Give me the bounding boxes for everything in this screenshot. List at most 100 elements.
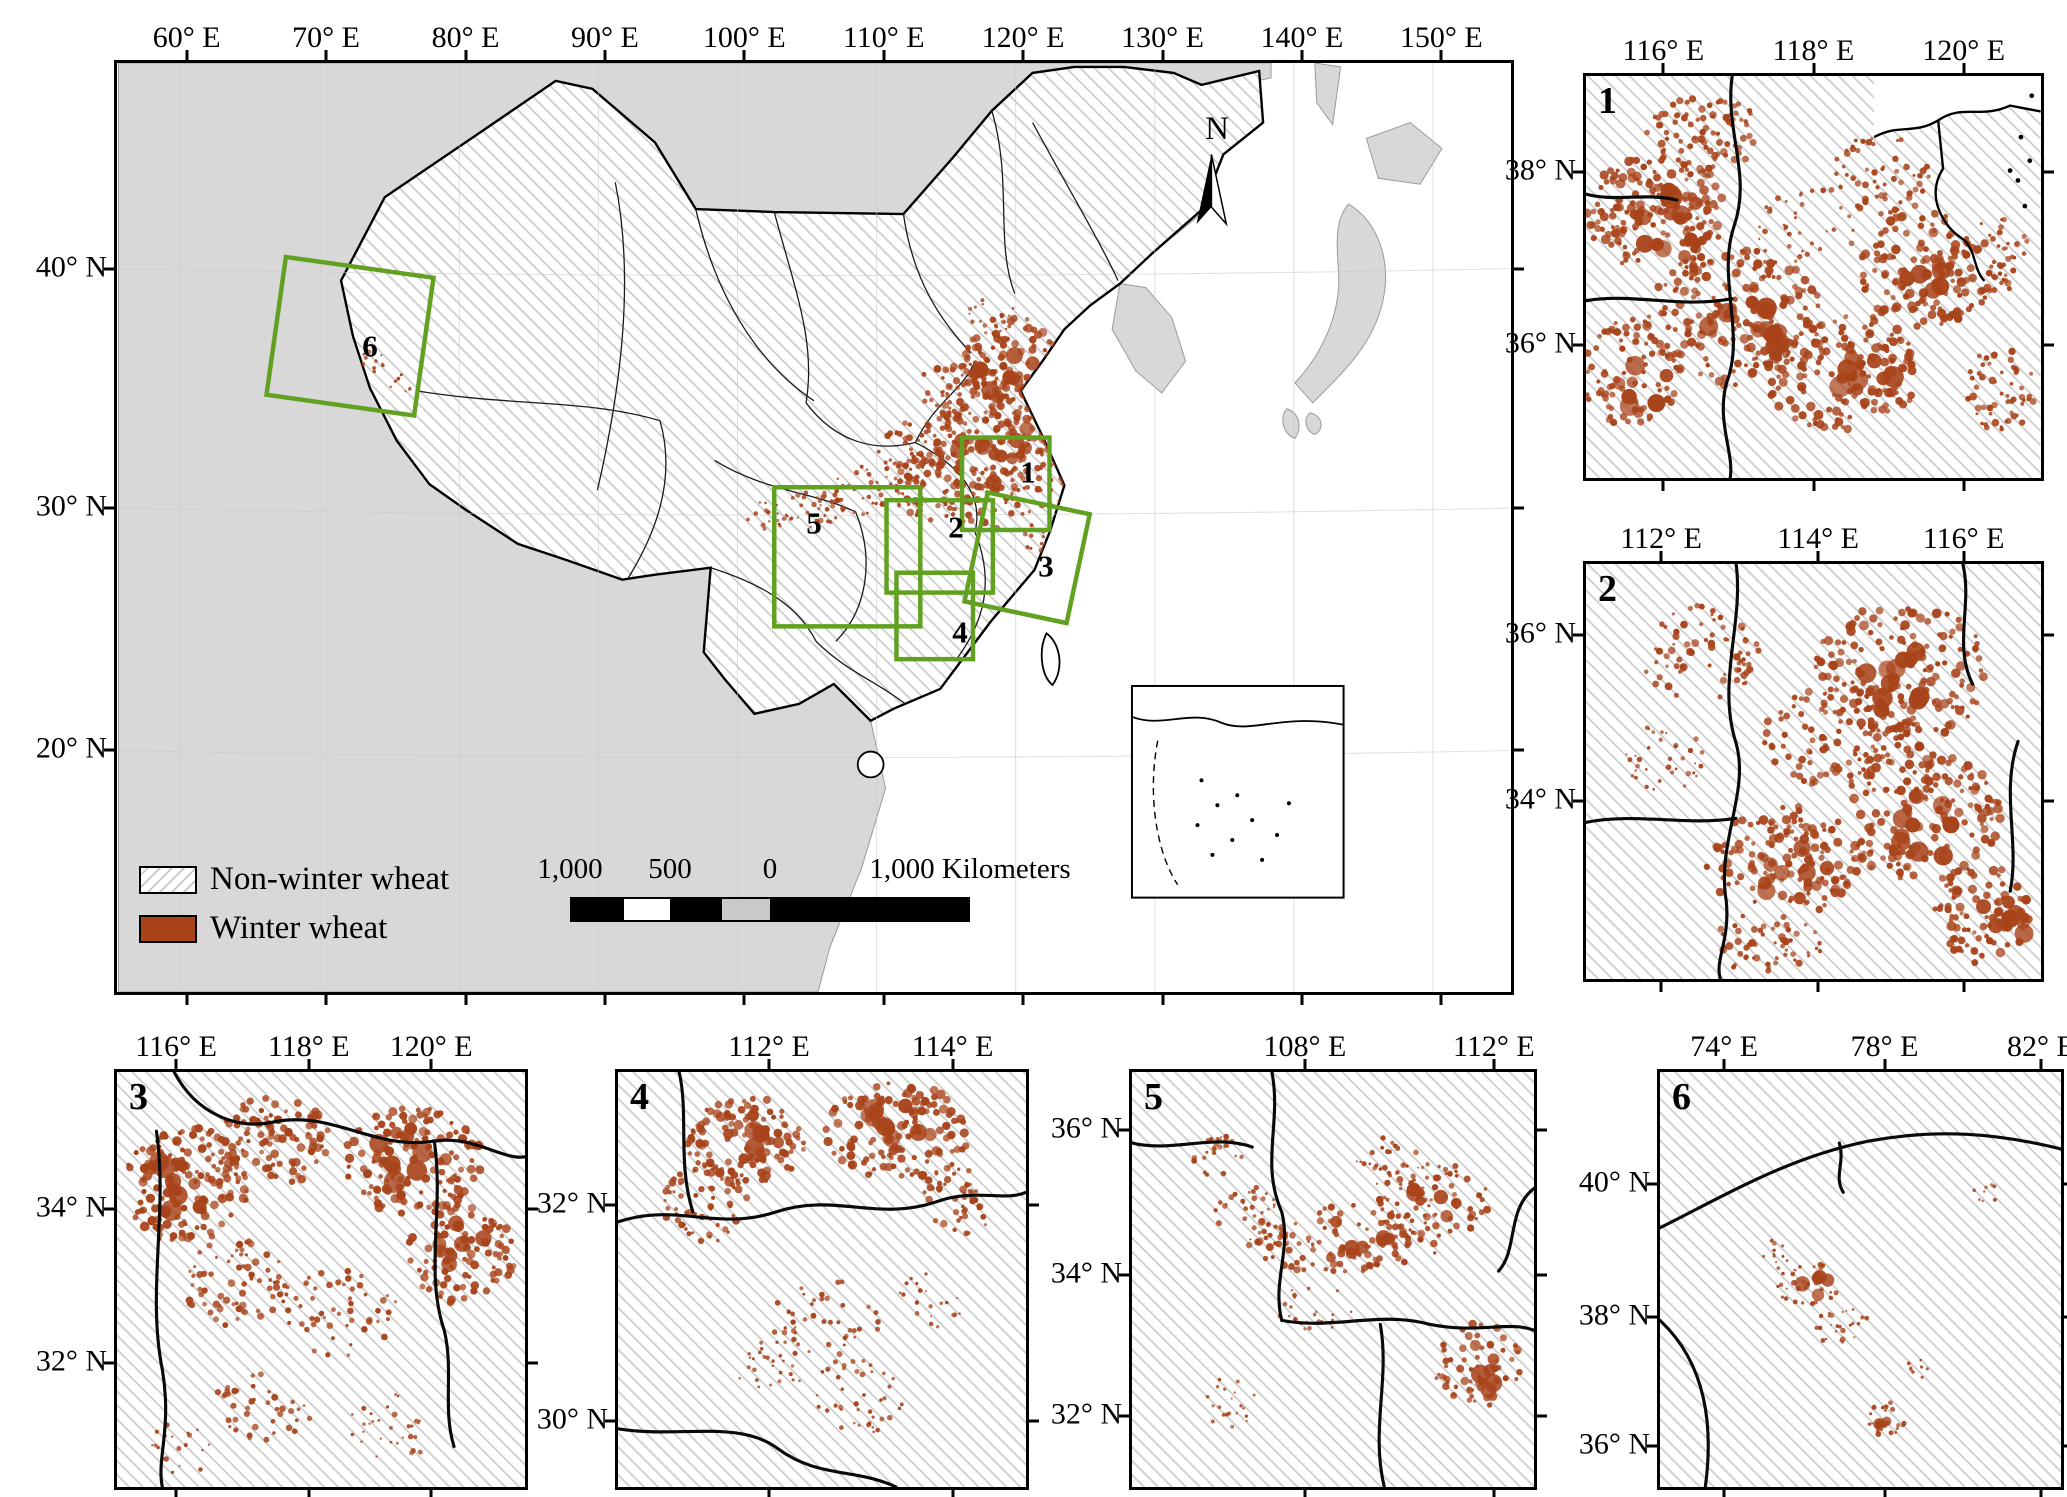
tick-mark [1119,1128,1129,1132]
axis-tick-label: 38° N [1578,1298,1650,1332]
tick-mark [605,1203,615,1207]
axis-tick-label: 60° E [152,21,221,54]
tick-mark [1816,982,1820,992]
scalebar-segment [672,899,722,920]
scalebar-segment [722,899,772,920]
tick-mark [2044,633,2054,637]
axis-tick-label: 90° E [570,21,639,54]
tick-mark [1492,1059,1496,1069]
inset-number-3: 3 [129,1076,148,1118]
scalebar [570,897,970,922]
tick-mark [104,1361,114,1364]
tick-mark [104,506,114,510]
axis-tick-label: 112° E [728,1030,810,1063]
axis-tick-label: 118° E [1772,34,1855,67]
legend-swatch-non-winter-wheat [139,865,197,894]
tick-mark [605,1419,615,1423]
tick-mark [1661,481,1665,491]
legend: Non-winter wheat Winter wheat [139,861,449,947]
tick-mark [429,1059,433,1069]
tick-mark [464,50,467,60]
inset-number-5: 5 [1144,1076,1163,1118]
axis-tick-label: 130° E [1121,21,1204,54]
axis-tick-label: 20° N [35,731,107,765]
tick-mark [1439,995,1443,1005]
region-label-4: 4 [952,614,968,650]
axis-tick-label: 114° E [1777,522,1859,555]
axis-tick-label: 36° N [1578,1426,1650,1460]
tick-mark [1514,748,1524,752]
legend-row-winter: Winter wheat [139,910,449,947]
region-label-1: 1 [1020,454,1036,490]
axis-tick-label: 110° E [842,21,925,54]
axis-tick-label: 34° N [1504,781,1576,815]
tick-mark [742,995,746,1005]
tick-mark [2039,1490,2043,1497]
tick-mark [1573,170,1583,174]
inset-canvas-2 [1586,564,2041,979]
tick-mark [464,995,467,1005]
axis-tick-label: 100° E [702,21,786,54]
tick-mark [528,1207,538,1211]
inset-canvas-1 [1586,76,2041,478]
tick-mark [1722,1059,1726,1069]
axis-tick-label: 80° E [431,21,500,54]
inset-canvas-5 [1132,1072,1534,1487]
axis-tick-label: 112° E [1452,1030,1535,1063]
tick-mark [1303,1059,1307,1069]
tick-mark [104,1207,114,1211]
tick-mark [307,1059,311,1069]
axis-tick-label: 70° E [292,21,361,54]
tick-mark [1439,50,1443,60]
tick-mark [185,50,189,60]
axis-tick-label: 120° E [981,21,1065,54]
tick-mark [1537,1128,1547,1132]
axis-tick-label: 30° N [35,489,107,523]
tick-mark [2064,1444,2067,1447]
axis-tick-label: 116° E [1622,34,1705,67]
tick-mark [1514,506,1524,510]
tick-mark [1812,63,1815,73]
south-china-sea-inset [1130,684,1345,899]
region-label-2: 2 [948,509,964,545]
axis-tick-label: 78° E [1850,1030,1919,1063]
tick-mark [1962,481,1966,491]
scalebar-label-left-1000: 1,000 [537,853,603,885]
axis-tick-label: 32° N [536,1186,608,1220]
tick-mark [1659,982,1663,992]
axis-tick-label: 114° E [911,1030,994,1063]
tick-mark [767,1059,771,1069]
axis-tick-label: 34° N [35,1190,107,1224]
tick-mark [1962,551,1966,561]
tick-mark [104,267,114,271]
tick-mark [1119,1414,1129,1418]
tick-mark [2044,799,2054,803]
inset-panel-2: 2 112° E 114° E 116° E 36° N 34° N [1505,522,2054,992]
inset-panel-6: 6 74° E 78° E 82° E 40° N 38° N 36° N [1579,1030,2067,1497]
tick-mark [2039,1059,2043,1069]
legend-label-winter-wheat: Winter wheat [210,910,388,946]
axis-tick-label: 38° N [1504,153,1576,187]
tick-mark [1029,1419,1039,1423]
main-map-canvas [117,63,1510,992]
axis-tick-label: 112° E [1620,522,1702,555]
region-label-6: 6 [362,328,378,364]
tick-mark [1492,1490,1496,1497]
inset-number-2: 2 [1598,568,1617,610]
tick-mark [1647,1315,1657,1319]
legend-label-non-winter-wheat: Non-winter wheat [210,861,450,897]
legend-swatch-winter-wheat [139,914,197,943]
tick-mark [1161,50,1164,60]
scalebar-label-kilometers: 1,000 Kilometers [869,853,1071,885]
tick-mark [1573,343,1583,347]
tick-mark [603,995,607,1005]
tick-mark [1029,1203,1039,1207]
tick-mark [528,1361,538,1364]
tick-mark [767,1490,771,1497]
inset-number-6: 6 [1672,1076,1691,1118]
region-label-5: 5 [806,505,822,541]
legend-row-non-winter: Non-winter wheat [139,861,449,898]
scalebar-segment [572,899,622,920]
scalebar-label-500: 500 [648,853,692,885]
tick-mark [742,50,746,60]
